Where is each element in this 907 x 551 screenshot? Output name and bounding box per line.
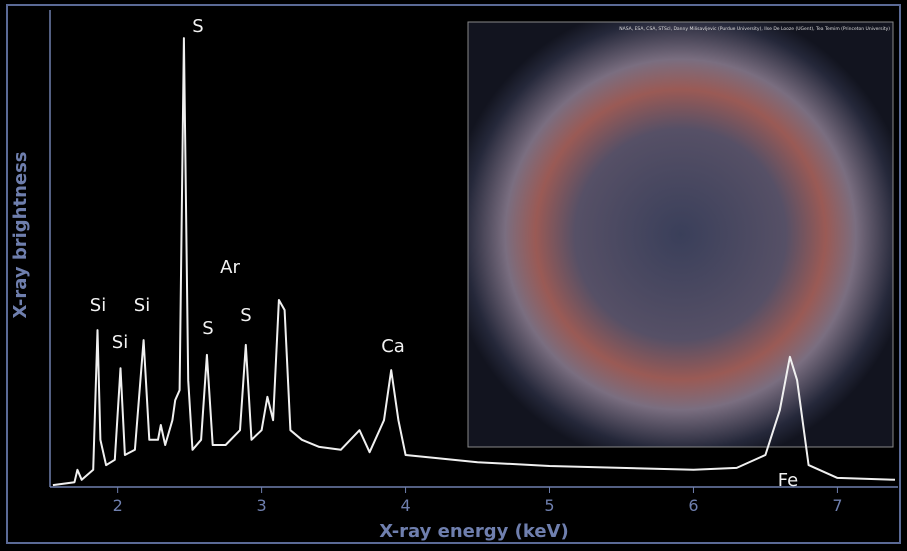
element-label: Si (90, 295, 106, 316)
inset-image: NASA, ESA, CSA, STScI, Danny Milisavljev… (468, 22, 893, 447)
x-tick-label: 2 (113, 496, 123, 515)
element-label: S (240, 305, 251, 326)
element-label: Fe (778, 470, 798, 491)
element-label: S (192, 16, 203, 37)
element-label: Si (112, 332, 128, 353)
y-axis-label: X-ray brightness (10, 151, 31, 318)
x-tick-label: 3 (257, 496, 267, 515)
x-tick-label: 5 (544, 496, 554, 515)
element-label: Ar (220, 257, 240, 278)
x-axis-label: X-ray energy (keV) (379, 521, 568, 542)
x-tick-label: 4 (400, 496, 410, 515)
x-tick-label: 6 (688, 496, 698, 515)
element-label: Ca (381, 336, 405, 357)
element-label: Si (134, 295, 150, 316)
chart: NASA, ESA, CSA, STScI, Danny Milisavljev… (0, 0, 907, 551)
x-tick-label: 7 (832, 496, 842, 515)
image-credit: NASA, ESA, CSA, STScI, Danny Milisavljev… (619, 26, 890, 32)
element-label: S (202, 318, 213, 339)
